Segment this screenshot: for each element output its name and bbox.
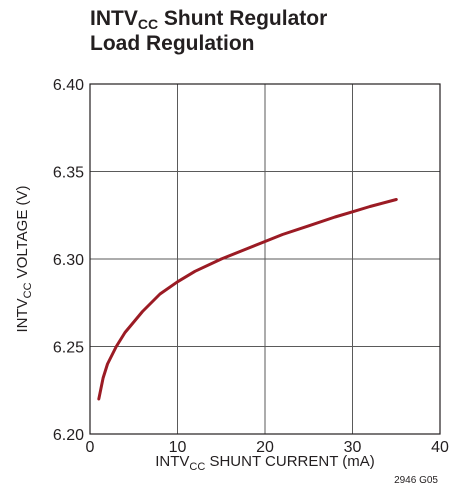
figure-code: 2946 G05 — [394, 475, 438, 486]
x-tick-label: 30 — [344, 439, 362, 456]
y-tick-label: 6.25 — [53, 340, 84, 357]
x-tick-label: 0 — [86, 439, 95, 456]
series-line — [97, 198, 398, 401]
series — [97, 198, 398, 401]
x-axis-label: INTVCC SHUNT CURRENT (mA) — [155, 453, 375, 473]
y-tick-label: 6.20 — [53, 427, 84, 444]
chart-title-line2: Load Regulation — [90, 32, 255, 55]
y-tick-labels: 6.20 6.25 6.30 6.35 6.40 — [53, 77, 84, 444]
plot-frame — [89, 83, 441, 435]
chart-title-line1: INTVCC Shunt Regulator — [90, 7, 328, 32]
x-tick-labels: 0 10 20 30 40 — [86, 439, 449, 456]
y-tick-label: 6.35 — [53, 165, 84, 182]
x-tick-label: 10 — [169, 439, 187, 456]
x-tick-label: 40 — [431, 439, 449, 456]
y-axis-label: INTVCC VOLTAGE (V) — [14, 185, 34, 332]
x-tick-label: 20 — [256, 439, 274, 456]
grid — [90, 84, 440, 434]
chart-title: INTVCC Shunt Regulator Load Regulation — [90, 6, 327, 56]
y-tick-label: 6.30 — [53, 252, 84, 269]
y-tick-label: 6.40 — [53, 77, 84, 94]
